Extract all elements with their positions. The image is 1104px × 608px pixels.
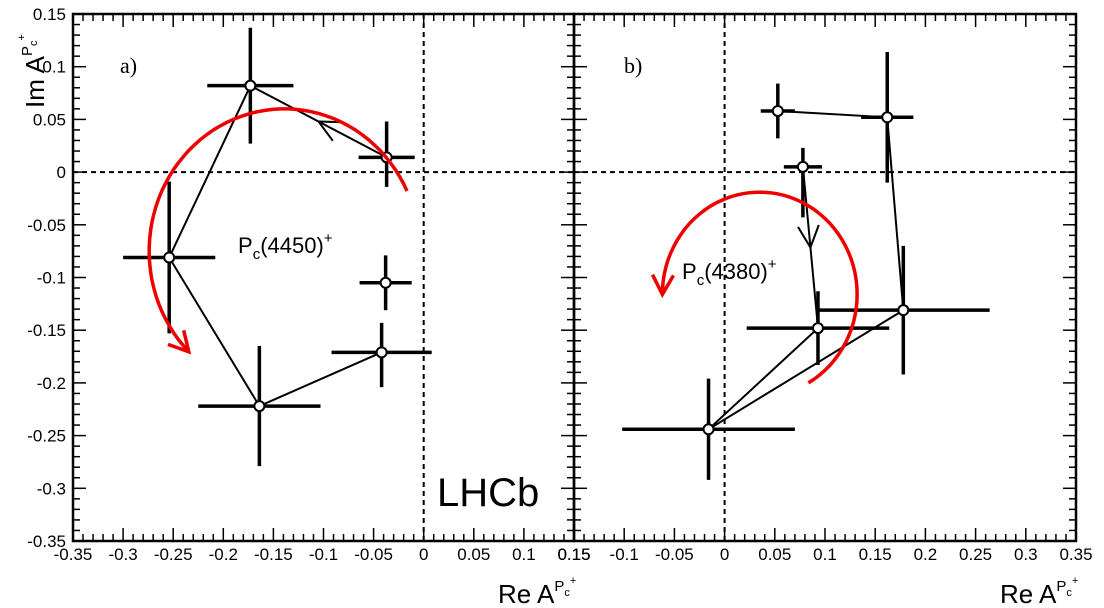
phase-arc (147, 107, 409, 353)
x-tick-label: 0 (720, 545, 729, 564)
data-point (702, 423, 715, 436)
y-tick-label: 0.15 (33, 5, 66, 24)
x-tick-label: 0.1 (512, 545, 536, 564)
y-axis-title: Im APc+ (16, 34, 50, 108)
y-tick-label: -0.3 (37, 479, 66, 498)
x-tick-label: -0.05 (354, 545, 393, 564)
y-tick-label: -0.05 (27, 216, 66, 235)
state-label-b: Pc(4380)+ (682, 256, 777, 289)
x-tick-label: -0.3 (108, 545, 137, 564)
x-tick-label: 0.15 (557, 545, 590, 564)
data-point (379, 276, 392, 289)
data-point (881, 111, 894, 124)
direction-arrow (797, 224, 820, 250)
x-tick-label: 0.15 (557, 545, 590, 564)
x-tick-label: -0.1 (610, 545, 639, 564)
data-point (375, 346, 388, 359)
panel-a-letter: a) (120, 53, 137, 78)
phase-arc-arrowhead (650, 273, 676, 299)
x-axis-title-b: Re APc+ (1000, 575, 1078, 608)
y-tick-label: -0.2 (37, 374, 66, 393)
x-tick-label: 0.15 (859, 545, 892, 564)
data-point (253, 400, 266, 413)
x-tick-label: 0 (419, 545, 428, 564)
panel-b: 0.15 -0.1 -0.05 0 0.05 0.1 0.15 0.2 0.25 0.3 0.35 (557, 12, 1093, 564)
y-tick-label: -0.25 (27, 427, 66, 446)
x-tick-label: -0.35 (54, 545, 93, 564)
x-tick-label: 0.35 (1059, 545, 1092, 564)
x-tick-label: 0.05 (457, 545, 490, 564)
plot-frame (572, 12, 1078, 543)
y-tick-label: -0.1 (37, 269, 66, 288)
x-tick-label: -0.25 (154, 545, 193, 564)
data-point (163, 251, 176, 264)
y-tick-label: 0 (57, 163, 66, 182)
data-point (811, 322, 824, 335)
data-point (897, 304, 910, 317)
x-axis-title-a: Re APc+ (498, 575, 576, 608)
y-tick-label: 0.05 (33, 110, 66, 129)
x-tick-label: -0.1 (309, 545, 338, 564)
data-point (771, 104, 784, 117)
svg-text:Im APc+: Im APc+ (16, 34, 50, 108)
lhcb-logo: LHCb (437, 471, 539, 515)
panel-a: -0.35 -0.3 -0.25 -0.2 -0.15 -0.1 -0.05 0 0.05 0.1… (27, 5, 590, 564)
x-tick-label: 0.3 (1014, 545, 1038, 564)
direction-arrow (316, 120, 343, 142)
x-tick-label: 0.1 (813, 545, 837, 564)
y-tick-label: -0.15 (27, 321, 66, 340)
x-tick-label: 0.25 (959, 545, 992, 564)
x-tick-label: 0.2 (914, 545, 938, 564)
x-tick-label: 0.05 (758, 545, 791, 564)
y-tick-label: 0.1 (42, 58, 66, 77)
phase-arc-arrowhead (167, 329, 192, 355)
x-tick-label: -0.15 (254, 545, 293, 564)
data-point (796, 160, 809, 173)
y-tick-label: -0.35 (27, 532, 66, 551)
state-label-a: Pc(4450)+ (238, 230, 333, 263)
plot-frame (71, 12, 576, 543)
x-tick-label: -0.05 (655, 545, 694, 564)
x-tick-label: -0.2 (209, 545, 238, 564)
data-point (244, 79, 257, 92)
phase-arc (660, 190, 859, 385)
panel-b-letter: b) (624, 53, 642, 78)
